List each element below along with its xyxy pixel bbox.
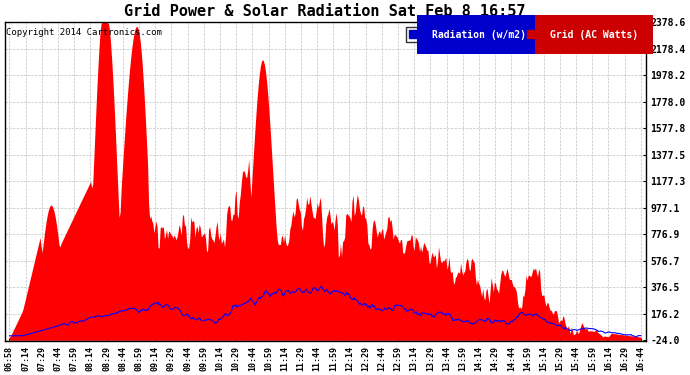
Text: Copyright 2014 Cartronics.com: Copyright 2014 Cartronics.com (6, 28, 161, 37)
Legend: Radiation (w/m2), Grid (AC Watts): Radiation (w/m2), Grid (AC Watts) (406, 27, 641, 42)
Title: Grid Power & Solar Radiation Sat Feb 8 16:57: Grid Power & Solar Radiation Sat Feb 8 1… (124, 4, 526, 19)
